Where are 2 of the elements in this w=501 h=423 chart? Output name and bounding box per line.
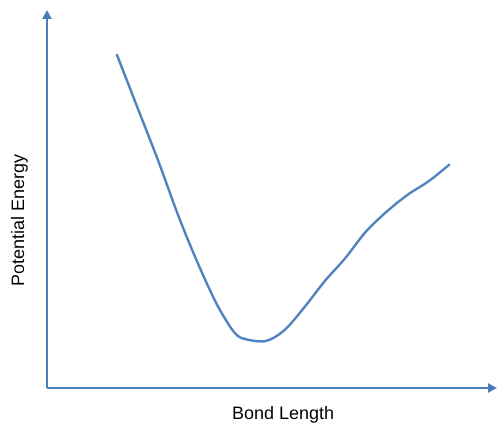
x-axis-title: Bond Length: [232, 403, 334, 423]
y-axis-title: Potential Energy: [8, 154, 28, 286]
